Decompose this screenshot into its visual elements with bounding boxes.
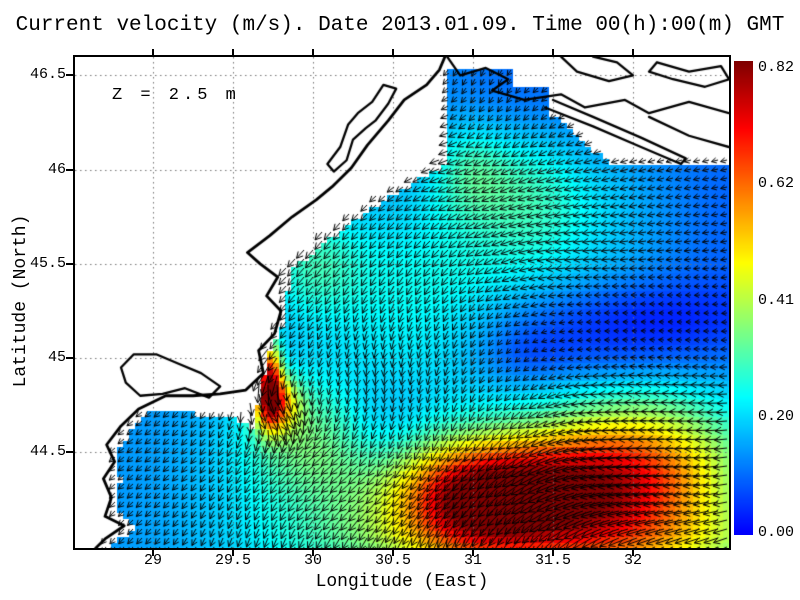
x-axis-tick [152, 550, 154, 556]
colorbar [734, 61, 753, 535]
x-axis-tick-top [232, 49, 234, 55]
x-tick-label: 30.5 [374, 552, 411, 569]
x-tick-label: 32 [623, 552, 642, 569]
colorbar-tick-label: 0.20 [758, 407, 795, 425]
x-tick-label: 31 [463, 552, 482, 569]
depth-annotation: Z = 2.5 m [112, 86, 240, 105]
x-axis-label: Longitude (East) [315, 572, 489, 592]
colorbar-tick-label: 0.00 [758, 524, 795, 541]
x-axis-tick [552, 550, 554, 556]
y-tick-label: 44.5 [29, 443, 66, 461]
y-axis-tick [66, 74, 73, 77]
x-axis-tick-top [472, 49, 474, 55]
x-tick-label: 30 [303, 552, 322, 569]
y-tick-label: 45.5 [29, 254, 66, 272]
x-axis-tick-top [152, 49, 154, 55]
y-axis-tick [66, 262, 73, 265]
chart-title: Current velocity (m/s). Date 2013.01.09.… [15, 14, 785, 37]
x-tick-label: 29.5 [214, 552, 251, 569]
y-axis-tick [66, 168, 73, 171]
colorbar-tick-label: 0.41 [758, 291, 795, 309]
y-axis-tick [66, 451, 73, 454]
x-tick-label: 31.5 [534, 552, 571, 569]
x-axis-tick-top [312, 49, 314, 55]
x-axis-tick [632, 550, 634, 556]
colorbar-tick-label: 0.82 [758, 59, 795, 76]
x-axis-tick-top [632, 49, 634, 55]
colorbar-tick-label: 0.62 [758, 175, 795, 193]
x-axis-tick [392, 550, 394, 556]
x-axis-tick-top [392, 49, 394, 55]
y-tick-label: 46.5 [29, 66, 66, 84]
x-tick-label: 29 [143, 552, 162, 569]
y-axis-label: Latitude (North) [11, 214, 31, 388]
y-tick-label: 45 [47, 349, 66, 367]
velocity-map-canvas [75, 57, 729, 548]
x-axis-tick [312, 550, 314, 556]
x-axis-tick [232, 550, 234, 556]
x-axis-tick-top [552, 49, 554, 55]
y-axis-tick [66, 357, 73, 360]
x-axis-tick [472, 550, 474, 556]
y-tick-label: 46 [47, 160, 66, 178]
